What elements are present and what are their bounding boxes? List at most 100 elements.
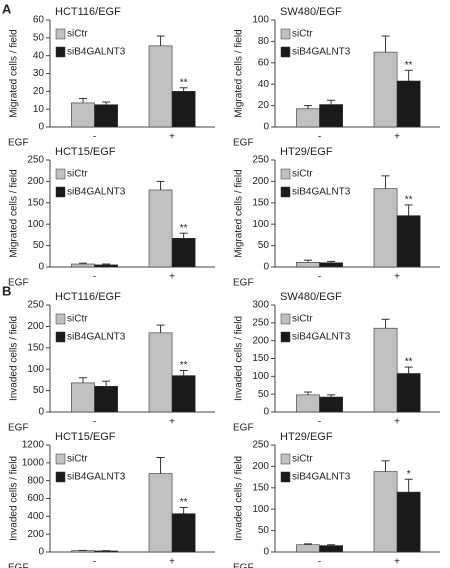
bar bbox=[171, 375, 196, 413]
legend-label: siB4GALNT3 bbox=[67, 187, 126, 198]
bar bbox=[94, 386, 118, 413]
bar bbox=[396, 215, 421, 268]
chart-panel: HT29/EGF Migrated cells / field EGF 0 50 100 1… bbox=[233, 146, 440, 289]
bar bbox=[319, 262, 343, 268]
y-axis-label: Invaded cells / field bbox=[9, 316, 20, 401]
y-tick-label: 1000 bbox=[22, 457, 45, 468]
chart-title: HCT116/EGF bbox=[55, 291, 121, 303]
y-tick-label: 100 bbox=[27, 219, 44, 230]
bar bbox=[296, 108, 320, 128]
chart-panel: HCT15/EGF Invaded cells / field EGF 0 200 400… bbox=[8, 431, 215, 568]
bar bbox=[296, 261, 320, 268]
significance-label: ** bbox=[180, 223, 188, 234]
y-tick-label: 150 bbox=[252, 197, 269, 208]
chart-title: SW480/EGF bbox=[280, 291, 342, 303]
y-tick-label: 800 bbox=[27, 475, 44, 486]
chart-title: HCT15/EGF bbox=[55, 431, 116, 443]
legend-swatch bbox=[280, 28, 291, 40]
chart-panel: HCT116/EGF Invaded cells / field EGF 0 50 100… bbox=[8, 291, 215, 434]
x-tick-label: + bbox=[394, 557, 400, 568]
x-tick-label: - bbox=[318, 132, 321, 143]
bar bbox=[319, 545, 343, 553]
x-tick-label: - bbox=[318, 557, 321, 568]
significance-label: ** bbox=[405, 357, 413, 368]
bar bbox=[296, 394, 320, 413]
y-tick-label: 60 bbox=[258, 57, 270, 68]
y-tick-label: 300 bbox=[252, 300, 269, 311]
legend-label: siCtr bbox=[67, 29, 88, 40]
x-axis-label: EGF bbox=[8, 423, 29, 434]
legend-swatch bbox=[280, 453, 291, 465]
legend-label: siCtr bbox=[292, 454, 313, 465]
legend-swatch bbox=[55, 453, 66, 465]
y-tick-label: 100 bbox=[252, 15, 269, 26]
legend-swatch bbox=[280, 313, 291, 325]
bar bbox=[319, 396, 343, 413]
legend-swatch bbox=[55, 186, 66, 198]
legend-label: siCtr bbox=[67, 314, 88, 325]
x-tick-label: + bbox=[169, 272, 175, 283]
bar bbox=[94, 264, 118, 268]
x-tick-label: - bbox=[93, 557, 96, 568]
y-tick-label: 600 bbox=[27, 493, 44, 504]
y-tick-label: 40 bbox=[258, 79, 270, 90]
chart-title: HT29/EGF bbox=[280, 146, 333, 158]
y-tick-label: 10 bbox=[33, 104, 45, 115]
significance-label: ** bbox=[405, 60, 413, 71]
legend-swatch bbox=[55, 313, 66, 325]
panel-letter: B bbox=[2, 283, 11, 298]
y-tick-label: 50 bbox=[258, 525, 270, 536]
bar bbox=[396, 373, 421, 413]
bar bbox=[71, 263, 95, 268]
x-tick-label: - bbox=[93, 132, 96, 143]
bar bbox=[171, 513, 196, 553]
y-tick-label: 0 bbox=[38, 547, 44, 558]
bar bbox=[373, 51, 398, 128]
y-tick-label: 250 bbox=[252, 440, 269, 451]
legend-label: siCtr bbox=[67, 169, 88, 180]
legend-label: siB4GALNT3 bbox=[67, 47, 126, 58]
y-tick-label: 250 bbox=[27, 300, 44, 311]
y-tick-label: 150 bbox=[252, 482, 269, 493]
y-tick-label: 0 bbox=[263, 122, 269, 133]
y-tick-label: 200 bbox=[27, 529, 44, 540]
y-axis-label: Migrated cells / field bbox=[234, 169, 245, 257]
legend-label: siCtr bbox=[292, 314, 313, 325]
legend-swatch bbox=[55, 46, 66, 58]
y-tick-label: 400 bbox=[27, 511, 44, 522]
bar bbox=[171, 91, 196, 128]
x-axis-label: EGF bbox=[233, 563, 254, 568]
x-tick-label: - bbox=[318, 272, 321, 283]
y-tick-label: 200 bbox=[252, 176, 269, 187]
bar bbox=[373, 188, 398, 268]
y-tick-label: 200 bbox=[252, 335, 269, 346]
y-tick-label: 50 bbox=[33, 32, 45, 43]
y-tick-label: 0 bbox=[38, 407, 44, 418]
x-tick-label: + bbox=[169, 417, 175, 428]
bar bbox=[148, 473, 173, 553]
x-tick-label: + bbox=[169, 132, 175, 143]
y-axis-label: Invaded cells / field bbox=[9, 456, 20, 541]
x-axis-label: EGF bbox=[8, 563, 29, 568]
y-axis-label: Migrated cells / field bbox=[234, 29, 245, 117]
bar bbox=[94, 104, 118, 128]
y-tick-label: 0 bbox=[263, 547, 269, 558]
bar bbox=[319, 104, 343, 128]
bar bbox=[373, 327, 398, 413]
y-tick-label: 0 bbox=[38, 262, 44, 273]
legend-swatch bbox=[280, 46, 291, 58]
x-tick-label: - bbox=[93, 417, 96, 428]
chart-title: HCT116/EGF bbox=[55, 6, 121, 18]
bar bbox=[373, 471, 398, 553]
x-tick-label: + bbox=[169, 557, 175, 568]
legend-label: siCtr bbox=[67, 454, 88, 465]
x-axis-label: EGF bbox=[8, 278, 29, 289]
y-tick-label: 100 bbox=[252, 504, 269, 515]
y-axis-label: Migrated cells / field bbox=[9, 169, 20, 257]
chart-panel: HCT116/EGF Migrated cells / field EGF 0 10 20… bbox=[8, 6, 215, 149]
y-tick-label: 0 bbox=[263, 262, 269, 273]
bar bbox=[71, 382, 95, 413]
bar bbox=[148, 189, 173, 268]
y-tick-label: 250 bbox=[27, 155, 44, 166]
legend-label: siB4GALNT3 bbox=[292, 472, 351, 483]
